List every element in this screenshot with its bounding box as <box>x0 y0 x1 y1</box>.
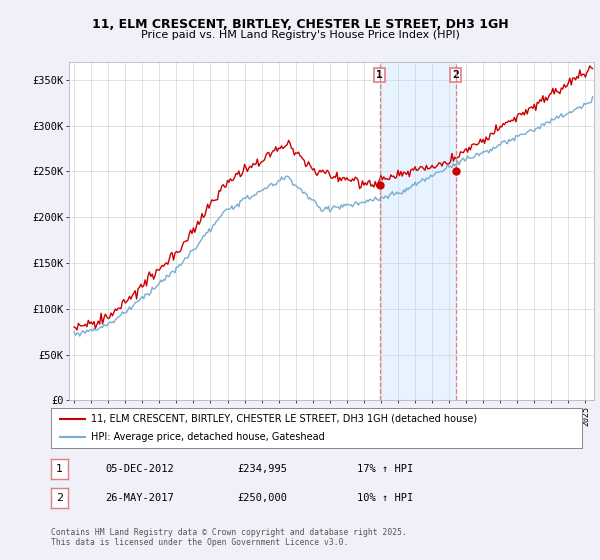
Text: 2: 2 <box>452 71 459 80</box>
Text: 10% ↑ HPI: 10% ↑ HPI <box>357 493 413 503</box>
Text: 11, ELM CRESCENT, BIRTLEY, CHESTER LE STREET, DH3 1GH: 11, ELM CRESCENT, BIRTLEY, CHESTER LE ST… <box>92 18 508 31</box>
Text: 17% ↑ HPI: 17% ↑ HPI <box>357 464 413 474</box>
Text: £234,995: £234,995 <box>237 464 287 474</box>
Text: 1: 1 <box>56 464 63 474</box>
Text: HPI: Average price, detached house, Gateshead: HPI: Average price, detached house, Gate… <box>91 432 325 442</box>
Bar <box>380 62 455 400</box>
Text: 26-MAY-2017: 26-MAY-2017 <box>105 493 174 503</box>
Text: Contains HM Land Registry data © Crown copyright and database right 2025.
This d: Contains HM Land Registry data © Crown c… <box>51 528 407 547</box>
Text: Price paid vs. HM Land Registry's House Price Index (HPI): Price paid vs. HM Land Registry's House … <box>140 30 460 40</box>
Text: 11, ELM CRESCENT, BIRTLEY, CHESTER LE STREET, DH3 1GH (detached house): 11, ELM CRESCENT, BIRTLEY, CHESTER LE ST… <box>91 414 477 423</box>
Text: 1: 1 <box>376 71 383 80</box>
Text: £250,000: £250,000 <box>237 493 287 503</box>
Text: 2: 2 <box>56 493 63 503</box>
Text: 05-DEC-2012: 05-DEC-2012 <box>105 464 174 474</box>
